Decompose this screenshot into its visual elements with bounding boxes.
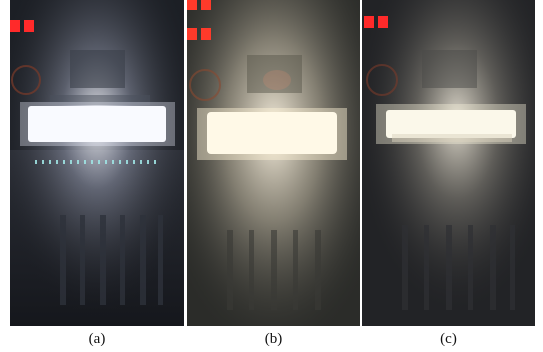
photo-c: [362, 0, 535, 326]
photo-panel-a: [10, 0, 184, 326]
photo-panel-b: [187, 0, 360, 326]
caption-c: (c): [440, 331, 457, 347]
caption-b: (b): [264, 331, 283, 347]
photo-b: [187, 0, 360, 326]
photo-a: [10, 0, 184, 326]
caption-a: (a): [88, 331, 106, 347]
photo-panel-c: [362, 0, 535, 326]
